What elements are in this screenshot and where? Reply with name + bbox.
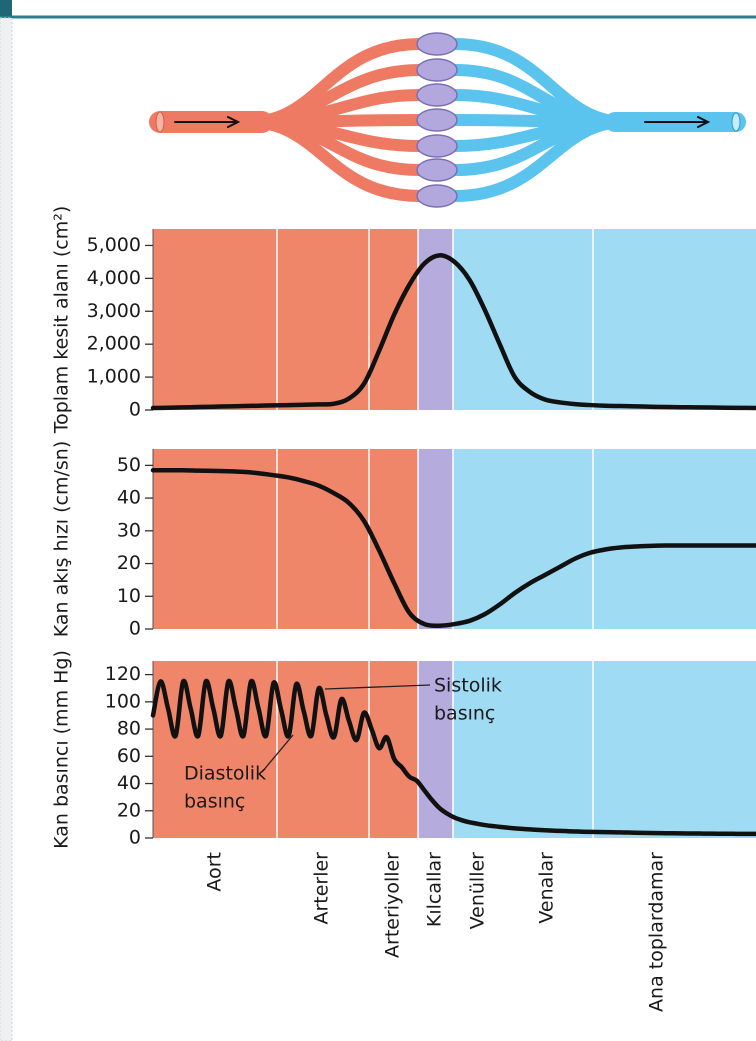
- x-category-label: Arterler: [311, 852, 333, 925]
- y-tick-label: 3,000: [87, 300, 141, 322]
- x-category-label: Venüller: [467, 852, 489, 930]
- y-tick-label: 50: [117, 454, 141, 476]
- y-tick-label: 4,000: [87, 267, 141, 289]
- y-tick-label: 10: [117, 585, 141, 607]
- side-strip: [0, 18, 12, 1041]
- y-tick-label: 60: [117, 745, 141, 767]
- y-tick-label: 5,000: [87, 234, 141, 256]
- y-axis-label: Toplam kesit alanı (cm²): [51, 206, 73, 435]
- x-category-label: Venalar: [536, 852, 558, 924]
- x-category-label: Aort: [204, 852, 226, 892]
- y-tick-label: 2,000: [87, 333, 141, 355]
- zone-band: [418, 449, 453, 629]
- annotation: Diastolik: [184, 763, 266, 785]
- y-tick-label: 20: [117, 799, 141, 821]
- corner-block: [0, 0, 12, 16]
- y-tick-label: 120: [105, 663, 141, 685]
- figure: 0 1,000 2,000 3,000 4,000 5,000 Toplam kesit a…: [0, 0, 756, 1041]
- page: {"zone_colors": ["#ef8569", "#b5acdd", "…: [0, 0, 756, 1041]
- zone-band: [153, 229, 418, 410]
- y-tick-label: 40: [117, 772, 141, 794]
- y-tick-label: 20: [117, 552, 141, 574]
- x-category-label: Arteriyoller: [382, 852, 404, 958]
- y-tick-label: 80: [117, 718, 141, 740]
- annotation: basınç: [434, 703, 495, 725]
- aorta-end: [156, 112, 164, 132]
- vein-end: [732, 113, 740, 131]
- annotation: basınç: [184, 791, 245, 813]
- y-tick-label: 0: [129, 399, 141, 421]
- zone-band: [453, 229, 756, 410]
- y-tick-label: 1,000: [87, 366, 141, 388]
- x-category-label: Kılcallar: [424, 852, 446, 927]
- y-axis-label: Kan basıncı (mm Hg): [51, 650, 73, 849]
- y-axis-label: Kan akış hızı (cm/sn): [51, 441, 73, 637]
- y-tick-label: 30: [117, 519, 141, 541]
- y-tick-label: 0: [129, 827, 141, 849]
- y-tick-label: 100: [105, 690, 141, 712]
- x-category-label: Ana toplardamar: [646, 852, 668, 1012]
- y-tick-label: 0: [129, 618, 141, 640]
- zone-band: [453, 449, 756, 629]
- annotation: Sistolik: [434, 675, 502, 697]
- y-tick-label: 40: [117, 487, 141, 509]
